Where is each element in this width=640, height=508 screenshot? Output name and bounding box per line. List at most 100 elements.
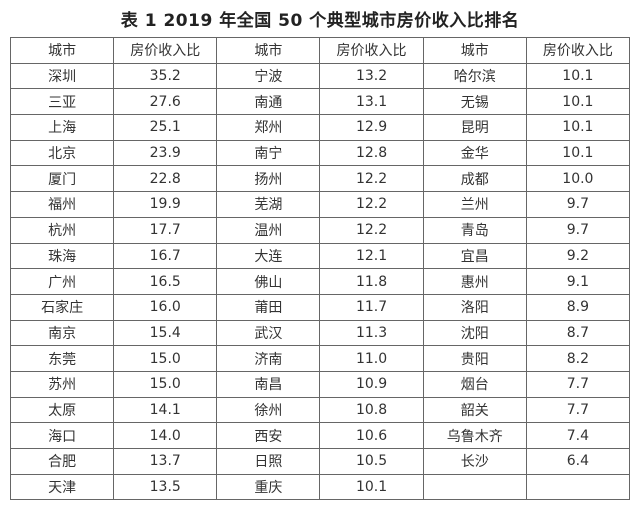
- ratio-cell: 12.8: [319, 139, 424, 167]
- ratio-cell: 10.1: [525, 139, 631, 167]
- ratio-cell: 10.0: [525, 165, 631, 193]
- city-cell: 西安: [216, 422, 321, 449]
- city-cell: 金华: [422, 139, 527, 167]
- ratio-cell: 12.1: [319, 242, 424, 270]
- table-row: 深圳 35.2 宁波 13.2 哈尔滨 10.1: [9, 62, 631, 90]
- city-cell: 南京: [9, 319, 115, 347]
- city-cell: 芜湖: [216, 191, 321, 218]
- city-cell: 宁波: [216, 62, 321, 90]
- city-cell: 日照: [216, 448, 321, 475]
- ratio-cell: 12.2: [319, 165, 424, 193]
- ratio-cell: 7.4: [525, 422, 631, 449]
- city-cell: [422, 473, 527, 501]
- city-cell: 厦门: [9, 165, 115, 193]
- header-ratio: 房价收入比: [525, 37, 631, 64]
- ratio-cell: 9.7: [525, 191, 631, 218]
- city-cell: 东莞: [9, 345, 115, 372]
- city-cell: 哈尔滨: [422, 62, 527, 90]
- ratio-cell: 10.1: [525, 88, 631, 116]
- ratio-cell: 12.2: [319, 191, 424, 218]
- city-cell: 南昌: [216, 370, 321, 398]
- header-ratio: 房价收入比: [113, 37, 218, 64]
- ratio-cell: 23.9: [113, 139, 218, 167]
- ratio-cell: 12.2: [319, 216, 424, 244]
- ratio-cell: 11.7: [319, 293, 424, 321]
- city-cell: 太原: [9, 396, 115, 424]
- city-cell: 深圳: [9, 62, 115, 90]
- table-row: 东莞 15.0 济南 11.0 贵阳 8.2: [9, 345, 631, 372]
- city-cell: 广州: [9, 268, 115, 295]
- ratio-cell: 14.1: [113, 396, 218, 424]
- city-cell: 武汉: [216, 319, 321, 347]
- city-cell: 洛阳: [422, 293, 527, 321]
- city-cell: 青岛: [422, 216, 527, 244]
- table-title: 表 1 2019 年全国 50 个典型城市房价收入比排名: [120, 11, 520, 31]
- ratio-cell: 17.7: [113, 216, 218, 244]
- ratio-cell: 10.1: [525, 114, 631, 141]
- city-cell: 郑州: [216, 114, 321, 141]
- city-cell: 重庆: [216, 473, 321, 501]
- city-cell: 长沙: [422, 448, 527, 475]
- ratio-cell: 8.7: [525, 319, 631, 347]
- ratio-cell: 10.1: [319, 473, 424, 501]
- city-cell: 三亚: [9, 88, 115, 116]
- city-cell: 合肥: [9, 448, 115, 475]
- ratio-cell: 9.2: [525, 242, 631, 270]
- ratio-cell: 8.9: [525, 293, 631, 321]
- ratio-cell: 25.1: [113, 114, 218, 141]
- city-cell: 天津: [9, 473, 115, 501]
- city-cell: 沈阳: [422, 319, 527, 347]
- ratio-cell: 22.8: [113, 165, 218, 193]
- ratio-cell: 27.6: [113, 88, 218, 116]
- ratio-cell: 16.0: [113, 293, 218, 321]
- table-row: 北京 23.9 南宁 12.8 金华 10.1: [9, 139, 631, 167]
- ratio-cell: 16.7: [113, 242, 218, 270]
- ratio-cell: 19.9: [113, 191, 218, 218]
- city-cell: 福州: [9, 191, 115, 218]
- city-cell: 宜昌: [422, 242, 527, 270]
- city-cell: 北京: [9, 139, 115, 167]
- table-row: 厦门 22.8 扬州 12.2 成都 10.0: [9, 165, 631, 193]
- table-row: 海口 14.0 西安 10.6 乌鲁木齐 7.4: [9, 422, 631, 449]
- ratio-cell: 7.7: [525, 396, 631, 424]
- ratio-cell: 10.1: [525, 62, 631, 90]
- ratio-cell: 13.1: [319, 88, 424, 116]
- city-cell: 莆田: [216, 293, 321, 321]
- city-cell: 烟台: [422, 370, 527, 398]
- city-cell: 无锡: [422, 88, 527, 116]
- city-cell: 济南: [216, 345, 321, 372]
- ratio-cell: 9.7: [525, 216, 631, 244]
- ratio-cell: 10.8: [319, 396, 424, 424]
- ratio-cell: 15.0: [113, 345, 218, 372]
- ratio-cell: 7.7: [525, 370, 631, 398]
- ratio-cell: 10.6: [319, 422, 424, 449]
- city-cell: 昆明: [422, 114, 527, 141]
- city-cell: 佛山: [216, 268, 321, 295]
- header-row: 城市 房价收入比 城市 房价收入比 城市 房价收入比: [9, 37, 631, 64]
- city-cell: 惠州: [422, 268, 527, 295]
- table-row: 南京 15.4 武汉 11.3 沈阳 8.7: [9, 319, 631, 347]
- city-cell: 海口: [9, 422, 115, 449]
- city-cell: 温州: [216, 216, 321, 244]
- ratio-cell: 11.0: [319, 345, 424, 372]
- table-row: 合肥 13.7 日照 10.5 长沙 6.4: [9, 448, 631, 475]
- table-row: 三亚 27.6 南通 13.1 无锡 10.1: [9, 88, 631, 116]
- city-cell: 兰州: [422, 191, 527, 218]
- price-income-ratio-table: 城市 房价收入比 城市 房价收入比 城市 房价收入比 深圳 35.2 宁波 13.2 哈尔滨 10.1…: [9, 37, 631, 501]
- city-cell: 扬州: [216, 165, 321, 193]
- city-cell: 南宁: [216, 139, 321, 167]
- city-cell: 珠海: [9, 242, 115, 270]
- table-row: 福州 19.9 芜湖 12.2 兰州 9.7: [9, 191, 631, 218]
- table-row: 天津 13.5 重庆 10.1: [9, 473, 631, 501]
- ratio-cell: 8.2: [525, 345, 631, 372]
- table-row: 杭州 17.7 温州 12.2 青岛 9.7: [9, 216, 631, 244]
- ratio-cell: 10.9: [319, 370, 424, 398]
- ratio-cell: 13.7: [113, 448, 218, 475]
- city-cell: 石家庄: [9, 293, 115, 321]
- ratio-cell: 13.5: [113, 473, 218, 501]
- city-cell: 南通: [216, 88, 321, 116]
- city-cell: 乌鲁木齐: [422, 422, 527, 449]
- header-city: 城市: [9, 37, 115, 64]
- table-row: 珠海 16.7 大连 12.1 宜昌 9.2: [9, 242, 631, 270]
- city-cell: 成都: [422, 165, 527, 193]
